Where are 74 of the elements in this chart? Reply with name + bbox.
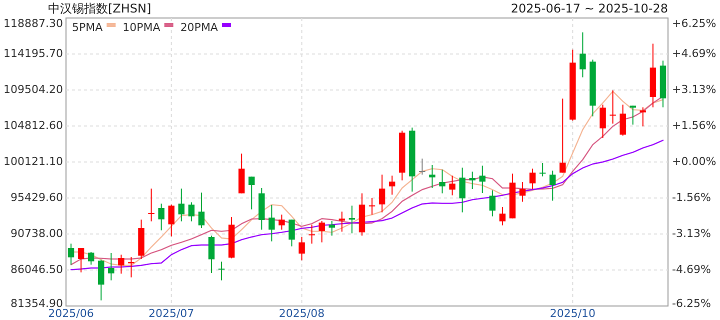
candlestick	[600, 104, 606, 138]
y2-tick-label: -6.25%	[672, 297, 711, 310]
candlestick	[630, 105, 636, 126]
chart-title: 中汉锡指数[ZHSN]	[48, 1, 152, 16]
candlestick	[98, 259, 104, 301]
candlestick	[68, 243, 74, 266]
candlestick	[108, 252, 114, 281]
legend-label: 10PMA	[122, 21, 161, 34]
candlestick	[378, 174, 386, 213]
y-tick-label: 90738.00	[10, 227, 63, 240]
candlestick	[218, 261, 225, 281]
candlestick	[388, 175, 396, 196]
candlestick	[348, 205, 356, 234]
candlestick	[168, 204, 174, 237]
candlestick	[78, 248, 84, 273]
y2-tick-label: +3.13%	[672, 82, 716, 96]
y-tick-label: 114195.70	[4, 47, 63, 60]
candlestick	[178, 188, 184, 222]
y-tick-label: 100121.10	[4, 155, 63, 168]
candlestick	[419, 158, 426, 176]
candlestick	[318, 220, 325, 243]
candlestick	[610, 90, 616, 124]
y2-tick-label: +4.69%	[672, 46, 716, 60]
candlestick	[439, 169, 446, 194]
candlestick	[620, 104, 626, 136]
candlestick	[248, 176, 255, 210]
y-tick-label: 95429.60	[10, 191, 63, 204]
y2-tick-label: -1.56%	[672, 190, 711, 204]
legend-label: 5PMA	[72, 21, 104, 34]
candlestick	[489, 190, 496, 217]
candlestick	[88, 252, 94, 266]
candlestick	[539, 162, 546, 177]
candlestick	[148, 188, 154, 222]
candlestick	[298, 236, 305, 261]
candlestick	[469, 171, 476, 190]
y2-tick-label: +1.56%	[672, 119, 716, 132]
candlestick	[499, 206, 506, 226]
candlestick	[338, 211, 346, 232]
candlestick	[580, 32, 586, 78]
candlestick	[640, 106, 646, 127]
x-tick-label: 2025/10	[550, 307, 596, 320]
candlestick	[118, 254, 124, 274]
candlestick	[459, 167, 466, 213]
candlestick	[550, 170, 556, 202]
candlestick	[429, 164, 436, 189]
candlestick	[368, 197, 376, 216]
candlestick	[198, 192, 205, 228]
candlestick	[308, 224, 315, 244]
x-tick-label: 2025/07	[148, 307, 194, 320]
y-tick-label: 109504.20	[4, 83, 63, 96]
y-tick-label: 86046.50	[10, 263, 63, 276]
y2-tick-label: -4.69%	[672, 263, 711, 276]
legend-label: 20PMA	[180, 21, 218, 34]
candlestick	[188, 202, 195, 222]
candlestick	[208, 235, 215, 274]
candlestick	[519, 181, 526, 202]
chart-subtitle: 2025-06-17 ~ 2025-10-28	[510, 1, 668, 16]
y2-tick-label: +6.25%	[672, 17, 716, 30]
y-tick-label: 118887.30	[4, 17, 63, 30]
candlestick	[128, 256, 134, 278]
candlestick	[529, 168, 536, 190]
candlestick	[328, 220, 335, 236]
candlestick	[288, 219, 295, 247]
x-tick-label: 2025/08	[278, 307, 325, 320]
y2-tick-label: +0.00%	[672, 155, 716, 168]
candlestick	[278, 214, 285, 230]
candlestick	[479, 165, 486, 194]
y-tick-label: 104812.60	[4, 119, 63, 132]
candlestick	[268, 204, 275, 242]
candlestick	[449, 175, 456, 196]
y2-tick-label: -3.13%	[672, 227, 711, 240]
candlestick	[158, 203, 164, 231]
candlestick	[560, 98, 566, 174]
x-tick-label: 2025/06	[48, 307, 94, 320]
